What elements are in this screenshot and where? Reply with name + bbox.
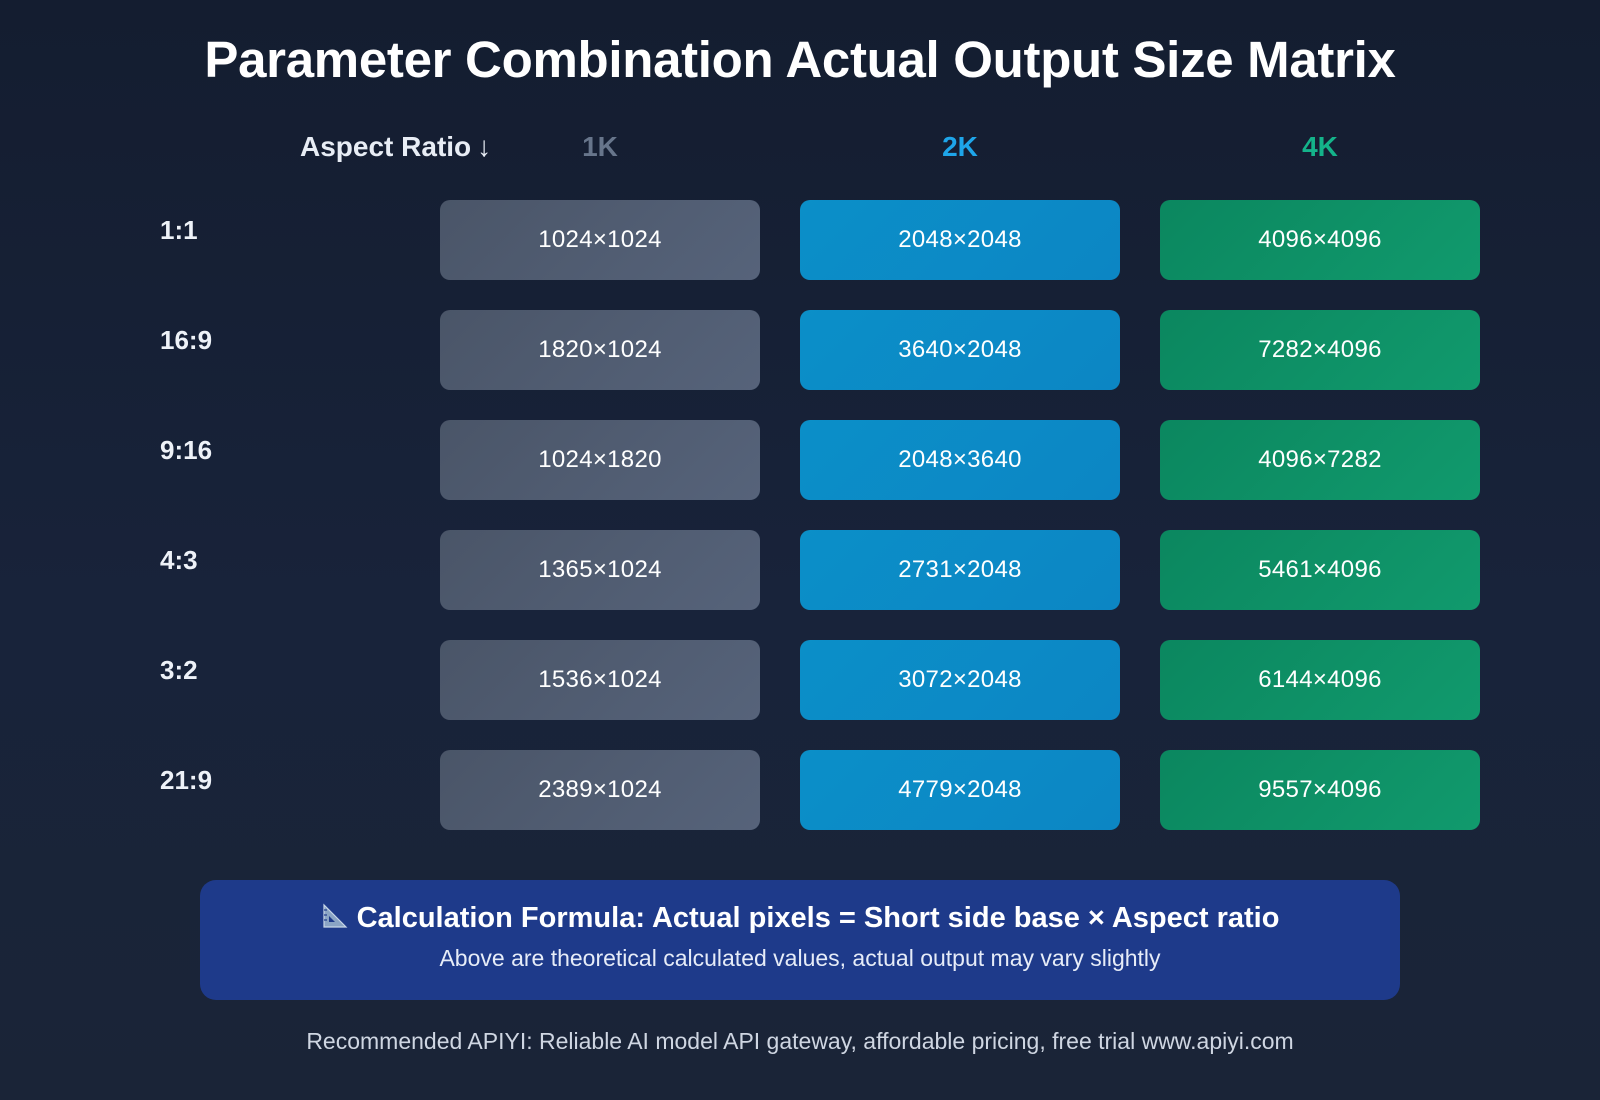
size-cell-16-9-1k: 1820×1024	[440, 310, 760, 390]
formula-subtitle: Above are theoretical calculated values,…	[439, 945, 1161, 971]
size-cell-3-2-4k: 6144×4096	[1160, 640, 1480, 720]
size-cell-4-3-2k: 2731×2048	[800, 530, 1120, 610]
page-title: Parameter Combination Actual Output Size…	[204, 31, 1396, 88]
row-label-21-9: 21:9	[160, 765, 213, 795]
size-cell-4-3-1k: 1365×1024	[440, 530, 760, 610]
size-cell-1-1-1k: 1024×1024	[440, 200, 760, 280]
row-label-9-16: 9:16	[160, 435, 213, 465]
size-cell-1-1-4k: 4096×4096	[1160, 200, 1480, 280]
row-label-4-3: 4:3	[160, 545, 198, 575]
size-cell-9-16-2k: 2048×3640	[800, 420, 1120, 500]
size-cell-1-1-2k: 2048×2048	[800, 200, 1120, 280]
size-cell-3-2-2k: 3072×2048	[800, 640, 1120, 720]
size-cell-3-2-1k: 1536×1024	[440, 640, 760, 720]
row-label-16-9: 16:9	[160, 325, 213, 355]
triangular-ruler-icon	[322, 903, 348, 928]
row-label-3-2: 3:2	[160, 655, 198, 685]
footer-note: Recommended APIYI: Reliable AI model API…	[306, 1028, 1294, 1054]
size-cell-4-3-4k: 5461×4096	[1160, 530, 1480, 610]
formula-panel: Calculation Formula: Actual pixels = Sho…	[200, 880, 1400, 1000]
aspect-ratio-label-text: Aspect Ratio	[300, 131, 472, 162]
size-cell-9-16-1k: 1024×1820	[440, 420, 760, 500]
formula-title-line: Calculation Formula: Actual pixels = Sho…	[200, 902, 1400, 935]
arrow-down-icon: ↓	[477, 131, 492, 162]
column-header-2k: 2K	[942, 131, 978, 162]
row-label-1-1: 1:1	[160, 215, 198, 245]
column-header-4k: 4K	[1302, 131, 1338, 162]
size-cell-9-16-4k: 4096×7282	[1160, 420, 1480, 500]
size-cell-21-9-1k: 2389×1024	[440, 750, 760, 830]
aspect-ratio-axis-label: Aspect Ratio ↓	[300, 131, 491, 163]
formula-title-text: Calculation Formula: Actual pixels = Sho…	[356, 902, 1280, 934]
size-cell-21-9-4k: 9557×4096	[1160, 750, 1480, 830]
size-cell-16-9-2k: 3640×2048	[800, 310, 1120, 390]
size-cell-21-9-2k: 4779×2048	[800, 750, 1120, 830]
size-cell-16-9-4k: 7282×4096	[1160, 310, 1480, 390]
column-header-1k: 1K	[582, 131, 618, 162]
